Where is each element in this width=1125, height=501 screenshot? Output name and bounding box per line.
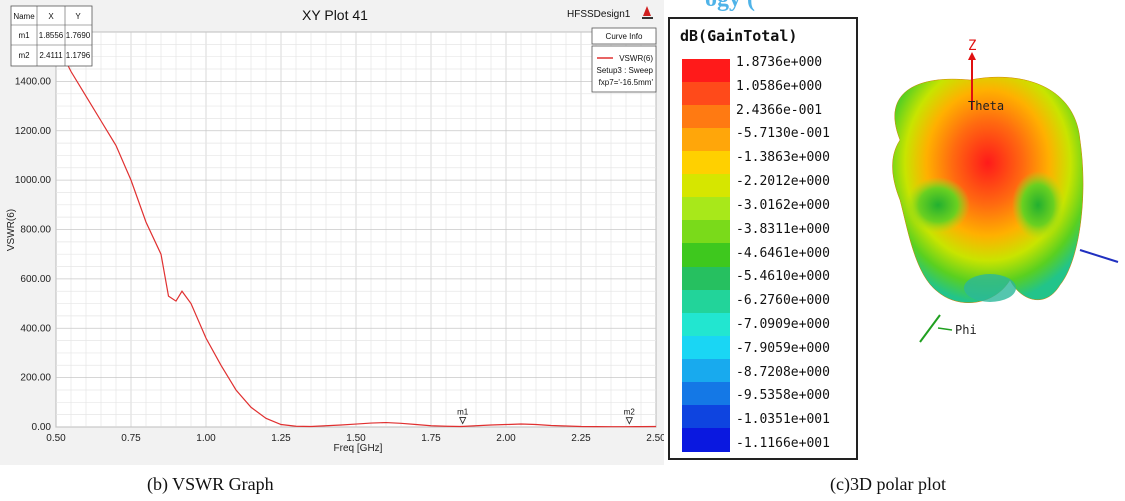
marker-table-header: Y — [75, 12, 81, 21]
vswr-plot-panel: 0.50 0.75 1.00 1.25 1.50 1.75 2.00 2.25 2.50 0.00… — [0, 0, 664, 465]
legend-level-value: -1.1166e+001 — [736, 436, 830, 451]
legend-level-value: -9.5358e+000 — [736, 388, 830, 404]
marker-table-cell: m2 — [18, 51, 30, 60]
color-scale — [682, 59, 730, 452]
polar-3d-plot: Z Theta Phi — [892, 38, 1119, 343]
legend-setup: Setup3 : Sweep — [597, 66, 654, 75]
x-tick-label: 2.50 — [646, 433, 664, 444]
y-axis — [1079, 249, 1119, 263]
legend-level-value: -4.6461e+000 — [736, 245, 830, 261]
y-tick-label: 600.00 — [20, 274, 51, 285]
legend-level-value: 2.4366e-001 — [736, 102, 823, 118]
legend-swatch — [682, 151, 730, 175]
vswr-chart: 0.50 0.75 1.00 1.25 1.50 1.75 2.00 2.25 2.50 0.00… — [6, 5, 664, 454]
series-layer — [55, 41, 657, 428]
legend-level-value: -6.2760e+000 — [736, 293, 830, 309]
legend-level-value: -2.2012e+000 — [736, 174, 830, 190]
tick-labels: 0.50 0.75 1.00 1.25 1.50 1.75 2.00 2.25 2.50 0.00… — [15, 76, 664, 444]
z-axis — [968, 52, 976, 110]
marker-table-header: Name — [13, 12, 35, 21]
marker-table-cell: 1.1796 — [66, 51, 91, 60]
marker-table-cell: m1 — [18, 31, 30, 40]
x-tick-label: 0.50 — [46, 433, 66, 444]
y-tick-label: 1200.00 — [15, 126, 52, 137]
marker-label: m2 — [624, 408, 636, 417]
legend-swatch — [682, 381, 730, 406]
legend-swatch — [682, 404, 730, 429]
x-tick-label: 1.50 — [346, 433, 366, 444]
legend-swatch — [682, 82, 730, 106]
curve-info-box: Curve Info VSWR(6) Setup3 : Sweep fxp7='… — [591, 27, 657, 93]
x-tick-label: 1.25 — [271, 433, 291, 444]
legend-swatch — [682, 128, 730, 152]
legend-swatch — [682, 59, 730, 83]
legend-level-value: -5.7130e-001 — [736, 126, 830, 142]
y-tick-label: 0.00 — [32, 422, 52, 433]
legend-swatch — [682, 105, 730, 129]
legend-swatch — [682, 197, 730, 221]
x-tick-label: 0.75 — [121, 433, 141, 444]
design-name: HFSSDesign1 — [567, 9, 631, 20]
marker-label: m1 — [457, 408, 469, 417]
legend-swatch — [682, 266, 730, 291]
legend-level-value: -1.0351e+001 — [736, 412, 830, 428]
z-axis-label: Z — [968, 38, 976, 54]
marker-table-cell: 2.4111 — [39, 51, 63, 60]
series-line-vswr — [55, 41, 657, 428]
legend-level-value: -8.7208e+000 — [736, 364, 830, 380]
y-tick-label: 200.00 — [20, 373, 51, 384]
y-axis-title: VSWR(6) — [6, 209, 17, 251]
legend-title: dB(GainTotal) — [680, 27, 798, 45]
marker-table-header: X — [48, 12, 54, 21]
legend-level-value: -1.3863e+000 — [736, 150, 830, 166]
theta-label: Theta — [968, 99, 1004, 113]
caption-vswr-graph: (b) VSWR Graph — [147, 474, 274, 494]
legend-swatch — [682, 427, 730, 452]
y-tick-label: 800.00 — [20, 225, 51, 236]
legend-swatch — [682, 312, 730, 337]
legend-level-value: -7.9059e+000 — [736, 340, 830, 356]
y-tick-label: 400.00 — [20, 323, 51, 334]
radiation-pattern-surface — [892, 76, 1084, 304]
legend-series-name: VSWR(6) — [619, 54, 653, 63]
x-tick-label: 1.75 — [421, 433, 441, 444]
x-tick-label: 2.00 — [496, 433, 516, 444]
marker-m2 — [625, 417, 633, 425]
plot-title: XY Plot 41 — [302, 7, 368, 23]
marker-m1 — [459, 417, 467, 425]
legend-level-value: -5.4610e+000 — [736, 269, 830, 285]
legend-swatch — [682, 220, 730, 245]
x-axis-title: Freq [GHz] — [334, 443, 383, 454]
legend-swatch — [682, 335, 730, 360]
header-fragment: ogy ( — [705, 0, 755, 13]
x-axis — [919, 314, 953, 343]
x-tick-label: 2.25 — [571, 433, 591, 444]
y-tick-label: 1400.00 — [15, 76, 52, 87]
marker-table-cell: 1.8556 — [39, 31, 64, 40]
legend-level-value: -3.0162e+000 — [736, 197, 830, 213]
legend-swatch — [682, 358, 730, 383]
gain-legend: dB(GainTotal) 1.8736e+000 1.0586e+000 2.43… — [668, 17, 858, 460]
caption-polar-plot: (c)3D polar plot — [830, 474, 946, 494]
marker-layer: m1 m2 — [457, 408, 636, 425]
ansoft-logo-icon — [642, 6, 653, 19]
legend-swatch — [682, 243, 730, 268]
y-tick-label: 1000.00 — [15, 175, 52, 186]
legend-swatch — [682, 174, 730, 198]
legend-swatch — [682, 289, 730, 314]
legend-level-value: -7.0909e+000 — [736, 316, 830, 332]
legend-level-value: 1.0586e+000 — [736, 78, 823, 94]
marker-table-cell: 1.7690 — [66, 31, 91, 40]
legend-level-value: 1.8736e+000 — [736, 55, 823, 70]
grid — [55, 31, 657, 428]
marker-table: Name X Y m1 1.8556 1.7690 m2 2.4111 1.17… — [10, 5, 93, 67]
legend-level-value: -3.8311e+000 — [736, 221, 830, 237]
x-tick-label: 1.00 — [196, 433, 216, 444]
curve-info-title: Curve Info — [606, 32, 643, 41]
legend-param: fxp7='-16.5mm' — [599, 78, 654, 87]
phi-label: Phi — [955, 323, 977, 337]
